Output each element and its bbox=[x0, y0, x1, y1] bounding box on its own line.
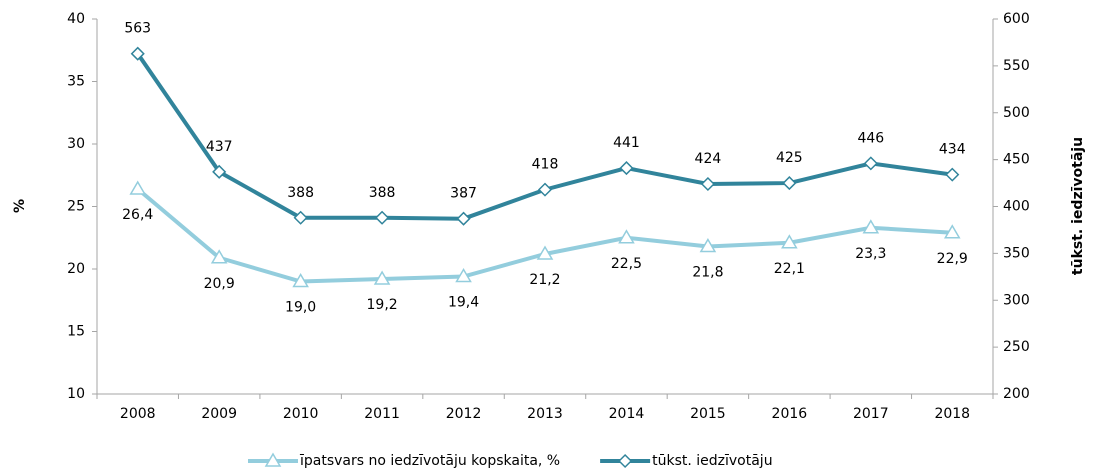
point bbox=[212, 164, 227, 179]
point bbox=[782, 176, 797, 191]
data-label: 425 bbox=[776, 150, 803, 166]
point bbox=[536, 245, 554, 260]
data-label: 22,1 bbox=[774, 261, 805, 277]
y2-tick-label: 250 bbox=[1003, 339, 1030, 355]
point bbox=[456, 211, 471, 226]
y2-tick-label: 400 bbox=[1003, 199, 1030, 215]
series-line bbox=[136, 187, 953, 284]
data-label: 563 bbox=[124, 21, 151, 37]
point bbox=[129, 180, 147, 195]
y2-tick-label: 300 bbox=[1003, 292, 1030, 308]
data-label: 387 bbox=[450, 186, 477, 202]
data-label: 19,4 bbox=[448, 295, 479, 311]
legend-label: īpatsvars no iedzīvotāju kopskaita, % bbox=[299, 453, 560, 469]
x-tick-label: 2014 bbox=[609, 406, 645, 422]
data-label: 434 bbox=[939, 142, 966, 158]
point bbox=[862, 219, 880, 234]
y2-tick-label: 350 bbox=[1003, 245, 1030, 261]
x-tick-label: 2015 bbox=[690, 406, 726, 422]
x-tick-label: 2010 bbox=[283, 406, 319, 422]
point bbox=[373, 270, 391, 285]
y-axis-label: % bbox=[12, 199, 28, 213]
y-tick-label: 30 bbox=[67, 136, 85, 152]
y2-tick-label: 450 bbox=[1003, 152, 1030, 168]
data-label: 441 bbox=[613, 135, 640, 151]
data-label: 23,3 bbox=[855, 246, 886, 262]
legend-marker bbox=[264, 452, 282, 467]
data-label: 424 bbox=[695, 151, 722, 167]
legend-label: tūkst. iedzīvotāju bbox=[652, 453, 772, 469]
point bbox=[781, 234, 798, 249]
data-label: 20,9 bbox=[204, 276, 235, 292]
y2-tick-label: 600 bbox=[1003, 11, 1030, 27]
x-tick-label: 2016 bbox=[772, 406, 808, 422]
y-tick-label: 40 bbox=[67, 11, 85, 27]
point bbox=[375, 210, 390, 225]
y2-tick-label: 500 bbox=[1003, 105, 1030, 121]
data-label: 22,9 bbox=[937, 251, 968, 267]
data-label: 19,0 bbox=[285, 300, 316, 316]
data-label: 21,8 bbox=[692, 265, 723, 281]
point bbox=[618, 229, 635, 244]
y-tick-label: 15 bbox=[67, 324, 85, 340]
data-label: 26,4 bbox=[122, 207, 153, 223]
data-label: 418 bbox=[532, 157, 559, 173]
point bbox=[292, 273, 309, 288]
data-label: 19,2 bbox=[367, 297, 398, 313]
point bbox=[130, 46, 145, 61]
point bbox=[619, 161, 634, 176]
point bbox=[943, 224, 961, 239]
data-label: 437 bbox=[206, 139, 233, 155]
x-tick-label: 2013 bbox=[527, 406, 563, 422]
point bbox=[455, 268, 472, 283]
y2-tick-label: 200 bbox=[1003, 386, 1030, 402]
data-label: 388 bbox=[287, 185, 314, 201]
x-tick-label: 2011 bbox=[364, 406, 400, 422]
data-label: 446 bbox=[857, 130, 884, 146]
point bbox=[210, 249, 228, 264]
y-tick-label: 35 bbox=[67, 74, 85, 90]
point bbox=[537, 182, 553, 197]
x-tick-label: 2018 bbox=[934, 406, 970, 422]
y2-axis-label: tūkst. iedzīvotāju bbox=[1070, 137, 1086, 275]
y-tick-label: 25 bbox=[67, 199, 85, 215]
legend-marker bbox=[618, 453, 633, 469]
point bbox=[293, 210, 308, 225]
data-label: 22,5 bbox=[611, 256, 642, 272]
point bbox=[700, 176, 715, 192]
x-tick-label: 2012 bbox=[446, 406, 482, 422]
y-tick-label: 20 bbox=[67, 261, 85, 277]
x-tick-label: 2009 bbox=[201, 406, 237, 422]
y-tick-label: 10 bbox=[67, 386, 85, 402]
point bbox=[863, 156, 878, 171]
data-label: 388 bbox=[369, 185, 396, 201]
point bbox=[945, 167, 960, 182]
y2-tick-label: 550 bbox=[1003, 58, 1030, 74]
data-label: 21,2 bbox=[529, 272, 560, 288]
x-tick-label: 2008 bbox=[120, 406, 156, 422]
point bbox=[699, 238, 717, 253]
x-tick-label: 2017 bbox=[853, 406, 889, 422]
